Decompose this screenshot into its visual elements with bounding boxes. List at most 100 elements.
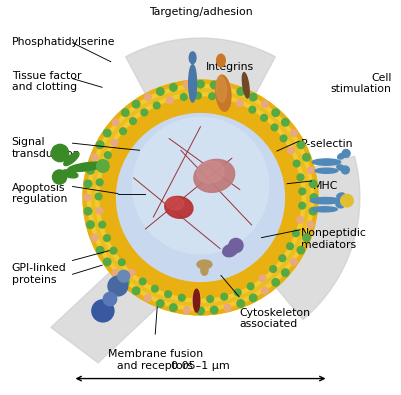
Text: Membrane fusion
and receptors: Membrane fusion and receptors [108, 349, 203, 371]
Circle shape [184, 82, 190, 88]
Circle shape [116, 113, 285, 282]
Ellipse shape [216, 75, 231, 111]
Circle shape [293, 160, 300, 167]
Circle shape [224, 304, 231, 311]
Circle shape [307, 167, 314, 174]
Ellipse shape [336, 203, 344, 208]
Circle shape [166, 97, 173, 103]
Circle shape [144, 94, 151, 100]
Circle shape [211, 81, 218, 89]
Wedge shape [200, 156, 360, 320]
Circle shape [108, 276, 128, 296]
Circle shape [261, 288, 268, 294]
Ellipse shape [62, 170, 78, 178]
Circle shape [165, 291, 171, 297]
Ellipse shape [242, 73, 249, 98]
Circle shape [103, 235, 110, 241]
Ellipse shape [194, 159, 235, 192]
Circle shape [279, 255, 286, 261]
Text: 0.05–1 μm: 0.05–1 μm [171, 361, 230, 371]
Circle shape [209, 93, 215, 100]
Circle shape [96, 207, 103, 214]
Ellipse shape [223, 245, 237, 257]
Circle shape [297, 141, 305, 149]
Polygon shape [51, 268, 161, 363]
Wedge shape [126, 38, 275, 198]
Circle shape [309, 180, 317, 188]
Circle shape [180, 94, 187, 100]
Ellipse shape [337, 165, 344, 170]
Circle shape [103, 292, 117, 306]
Circle shape [95, 92, 306, 303]
Ellipse shape [217, 54, 225, 67]
Circle shape [103, 130, 111, 137]
Ellipse shape [165, 196, 193, 218]
Circle shape [83, 79, 318, 316]
Circle shape [51, 144, 69, 162]
Circle shape [341, 166, 349, 174]
Circle shape [178, 294, 185, 301]
Circle shape [309, 207, 317, 215]
Circle shape [128, 269, 135, 276]
Circle shape [104, 152, 111, 158]
Text: Integrins: Integrins [206, 62, 254, 72]
Circle shape [96, 141, 104, 149]
Circle shape [288, 147, 294, 154]
Circle shape [299, 202, 306, 209]
Circle shape [110, 247, 117, 254]
Circle shape [235, 289, 241, 296]
Circle shape [194, 92, 201, 99]
Circle shape [87, 84, 314, 311]
Circle shape [153, 102, 160, 109]
Circle shape [84, 194, 91, 201]
Circle shape [297, 246, 305, 254]
Circle shape [287, 243, 294, 250]
Circle shape [170, 84, 177, 91]
Circle shape [184, 307, 190, 313]
Ellipse shape [196, 161, 224, 183]
Circle shape [87, 221, 94, 228]
Circle shape [297, 174, 304, 181]
Circle shape [340, 194, 353, 207]
Circle shape [307, 221, 314, 228]
Circle shape [310, 194, 318, 201]
Circle shape [156, 300, 164, 307]
Circle shape [84, 180, 92, 188]
Text: GPI-linked
proteins: GPI-linked proteins [12, 263, 66, 285]
Circle shape [83, 79, 318, 316]
Circle shape [192, 296, 199, 303]
Ellipse shape [310, 198, 341, 204]
Circle shape [197, 81, 204, 88]
Circle shape [249, 93, 257, 101]
Circle shape [132, 117, 269, 254]
Circle shape [99, 96, 302, 299]
Circle shape [120, 128, 126, 135]
Ellipse shape [189, 52, 196, 64]
Circle shape [112, 119, 119, 126]
Circle shape [92, 300, 114, 322]
Text: Nonpeptidic
mediators: Nonpeptidic mediators [301, 228, 367, 250]
Ellipse shape [337, 193, 344, 198]
Circle shape [170, 304, 177, 311]
Circle shape [91, 154, 98, 161]
Circle shape [139, 278, 146, 285]
Text: Tissue factor
and clotting: Tissue factor and clotting [12, 71, 81, 92]
Circle shape [156, 88, 164, 95]
Circle shape [299, 188, 306, 195]
Circle shape [270, 266, 276, 273]
Ellipse shape [312, 207, 337, 212]
Circle shape [130, 118, 136, 124]
Circle shape [144, 295, 151, 301]
Ellipse shape [312, 159, 340, 165]
Circle shape [303, 234, 310, 241]
Circle shape [152, 285, 158, 292]
Ellipse shape [193, 289, 200, 312]
Circle shape [237, 300, 245, 307]
Circle shape [290, 259, 297, 265]
Circle shape [91, 88, 310, 307]
Text: Apoptosis
regulation: Apoptosis regulation [12, 183, 67, 204]
Ellipse shape [197, 260, 212, 269]
Circle shape [141, 109, 148, 116]
Circle shape [211, 306, 218, 314]
Text: Signal
transduction: Signal transduction [12, 137, 80, 159]
